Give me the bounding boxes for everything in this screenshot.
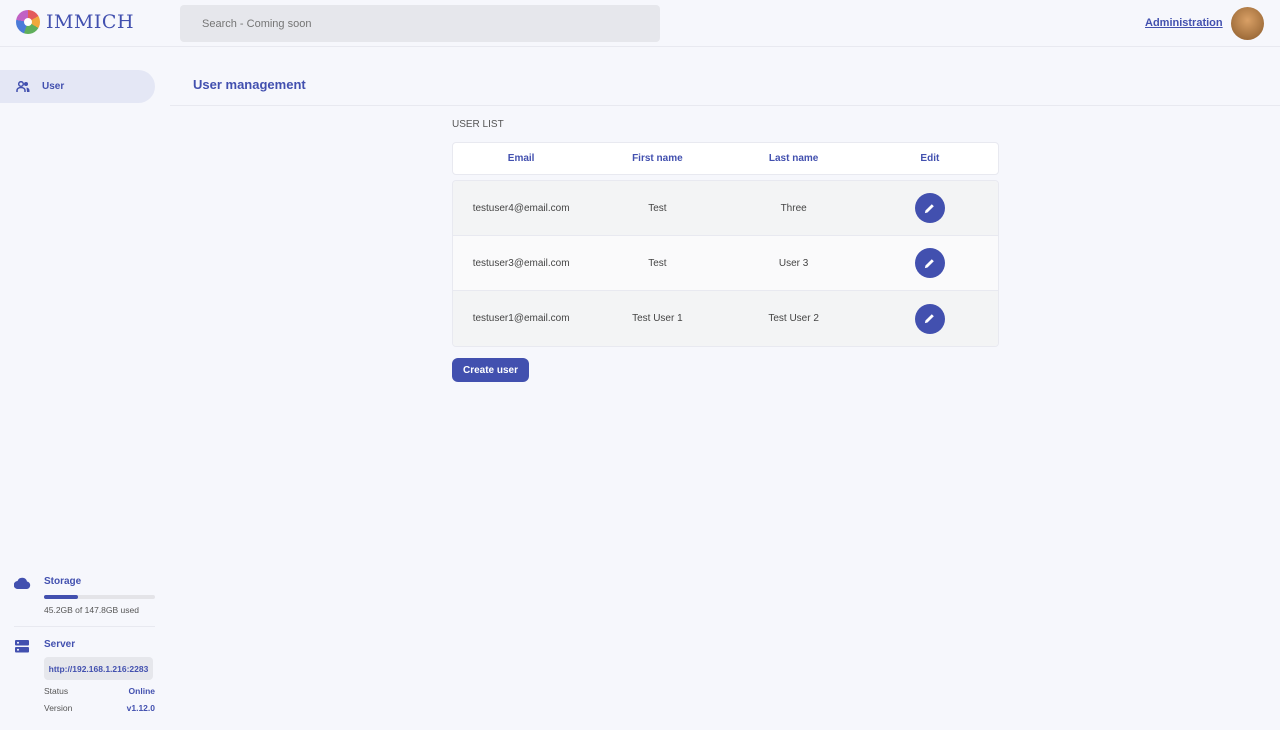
last-name-cell: User 3 bbox=[778, 257, 809, 269]
status-value: Online bbox=[128, 686, 155, 696]
column-header-edit: Edit bbox=[920, 153, 940, 164]
avatar[interactable] bbox=[1231, 7, 1264, 40]
last-name-cell: Test User 2 bbox=[768, 313, 819, 324]
edit-user-button[interactable] bbox=[914, 193, 945, 223]
sidebar-item-user[interactable]: User bbox=[0, 70, 155, 103]
table-header: Email First name Last name Edit bbox=[452, 142, 999, 175]
table-row: testuser1@email.com Test User 1 Test Use… bbox=[453, 291, 998, 346]
page-title: User management bbox=[193, 77, 306, 92]
storage-usage-fill bbox=[44, 595, 78, 599]
sidebar-item-label: User bbox=[42, 81, 65, 92]
status-label: Status bbox=[44, 686, 69, 696]
first-name-cell: Test User 1 bbox=[632, 313, 683, 324]
pencil-icon bbox=[925, 314, 935, 324]
column-header-first-name: First name bbox=[632, 153, 683, 164]
logo-text: IMMICH bbox=[46, 11, 135, 33]
server-version-row: Version v1.12.0 bbox=[44, 703, 155, 713]
server-icon bbox=[15, 640, 29, 653]
storage-used-text: 45.2GB of 147.8GB used bbox=[44, 605, 139, 615]
edit-user-button[interactable] bbox=[914, 303, 945, 334]
divider bbox=[170, 105, 1280, 106]
column-header-last-name: Last name bbox=[768, 153, 819, 164]
immich-logo-icon bbox=[16, 10, 40, 34]
first-name-cell: Test bbox=[648, 257, 667, 269]
top-bar: IMMICH Administration bbox=[0, 0, 1280, 47]
user-table: testuser4@email.com Test Three testuser3… bbox=[452, 180, 999, 347]
server-title: Server bbox=[44, 639, 76, 650]
table-row: testuser3@email.com Test User 3 bbox=[453, 236, 998, 291]
storage-title: Storage bbox=[44, 576, 82, 587]
create-user-button[interactable]: Create user bbox=[452, 358, 529, 382]
server-url: http://192.168.1.216:2283 bbox=[44, 657, 153, 680]
logo[interactable]: IMMICH bbox=[16, 10, 134, 34]
email-cell: testuser1@email.com bbox=[472, 313, 570, 324]
first-name-cell: Test bbox=[648, 202, 667, 214]
cloud-icon bbox=[14, 577, 31, 589]
pencil-icon bbox=[925, 258, 935, 268]
email-cell: testuser4@email.com bbox=[472, 202, 570, 214]
version-label: Version bbox=[44, 703, 73, 713]
version-value: v1.12.0 bbox=[126, 703, 155, 713]
email-cell: testuser3@email.com bbox=[472, 257, 570, 269]
administration-link[interactable]: Administration bbox=[1145, 17, 1223, 29]
column-header-email: Email bbox=[507, 153, 535, 164]
users-icon bbox=[16, 80, 30, 92]
divider bbox=[14, 626, 155, 627]
table-row: testuser4@email.com Test Three bbox=[453, 181, 998, 236]
storage-usage-bar bbox=[44, 595, 155, 599]
search-input[interactable] bbox=[180, 5, 660, 42]
edit-user-button[interactable] bbox=[914, 248, 945, 278]
last-name-cell: Three bbox=[780, 202, 807, 214]
server-status-row: Status Online bbox=[44, 686, 155, 696]
pencil-icon bbox=[925, 203, 935, 213]
user-list-label: USER LIST bbox=[452, 119, 504, 130]
